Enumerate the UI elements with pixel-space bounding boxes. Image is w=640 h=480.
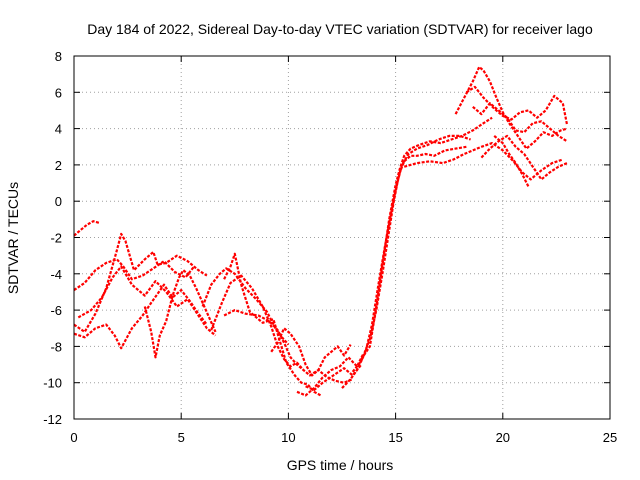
y-tick-label: 8 [55,49,62,64]
y-axis-label: SDTVAR / TECUs [5,182,21,294]
x-tick-label: 25 [603,430,617,445]
y-tick-label: -2 [50,231,62,246]
x-tick-label: 5 [178,430,185,445]
tick-layer: 0 5 10 15 20 25 -12 -10 -8 -6 -4 -2 0 2 4 6 8 [43,49,617,445]
y-tick-label: 6 [55,85,62,100]
series-sat-q [403,142,564,181]
y-tick-label: -4 [50,267,62,282]
y-tick-label: -6 [50,303,62,318]
series-sat-n [341,145,467,389]
y-tick-label: 0 [55,194,62,209]
y-tick-label: -8 [50,339,62,354]
series-sat-u [480,134,568,181]
series-sat-s [465,85,569,126]
series-sat-h [210,274,305,371]
x-axis-label: GPS time / hours [287,457,394,473]
y-tick-label: -10 [43,376,62,391]
chart-title: Day 184 of 2022, Sidereal Day-to-day VTE… [87,21,593,37]
x-tick-label: 20 [496,430,510,445]
series-sat-t [472,102,568,143]
y-tick-label: 4 [55,122,62,137]
x-tick-label: 10 [281,430,295,445]
series-sat-l [296,353,365,397]
series-sat-v [493,135,530,188]
x-tick-label: 15 [388,430,402,445]
y-tick-label: -12 [43,412,62,427]
y-tick-label: 2 [55,158,62,173]
series-sat-a [73,220,100,237]
series-sat-f [143,269,217,359]
series-sat-j [223,309,354,384]
series-sat-m [305,363,363,392]
x-tick-label: 0 [70,430,77,445]
series-sat-p [360,116,493,360]
series-layer [73,65,569,397]
series-sat-c [73,232,208,333]
series-sat-k [270,327,352,377]
series-sat-b [73,258,195,292]
